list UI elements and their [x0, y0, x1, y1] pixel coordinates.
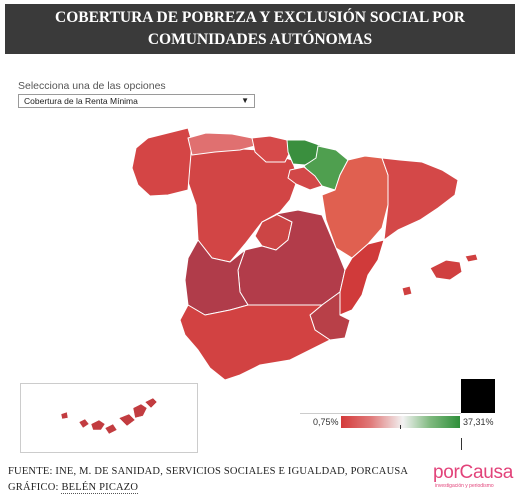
page-header: COBERTURA DE POBREZA Y EXCLUSIÓN SOCIAL …: [5, 4, 515, 54]
selector-label: Selecciona una de las opciones: [18, 80, 166, 92]
logo-tagline: investigación y periodismo: [435, 483, 494, 489]
spain-map: [131, 127, 479, 380]
legend-min-label: 0,75%: [313, 417, 339, 427]
legend-selected-swatch: [461, 379, 495, 413]
region-cataluna[interactable]: [381, 157, 459, 241]
logo-brand: porCausa: [433, 462, 513, 483]
indicator-select[interactable]: Cobertura de la Renta Mínima ▼: [18, 94, 255, 108]
legend-axis-line: [300, 413, 461, 414]
credit-name-link[interactable]: BELÉN PICAZO: [61, 482, 139, 494]
region-comunidad-valenciana[interactable]: [339, 239, 385, 316]
region-baleares-menorca[interactable]: [464, 253, 479, 263]
legend-color-scale: [341, 416, 460, 429]
region-canarias-island[interactable]: [118, 413, 136, 427]
region-canarias-island[interactable]: [104, 423, 118, 435]
region-baleares-ibiza[interactable]: [401, 285, 413, 297]
title-line-1: COBERTURA DE POBREZA Y EXCLUSIÓN SOCIAL …: [55, 9, 465, 26]
legend-scale-tick: [400, 425, 401, 429]
credit-prefix: GRÁFICO:: [8, 482, 62, 493]
canarias-inset: [20, 383, 198, 453]
region-canarias-island[interactable]: [60, 411, 69, 420]
region-canarias-island[interactable]: [78, 418, 90, 429]
legend-max-label: 37,31%: [463, 417, 494, 427]
region-andalucia[interactable]: [179, 304, 331, 380]
region-canarias-island[interactable]: [90, 419, 106, 431]
region-la-rioja[interactable]: [287, 166, 323, 191]
selected-value: Cobertura de la Renta Mínima: [24, 96, 138, 106]
region-canarias-island[interactable]: [132, 403, 148, 419]
region-canarias-island[interactable]: [144, 397, 158, 409]
title-line-2: COMUNIDADES AUTÓNOMAS: [147, 31, 373, 48]
canarias-map: [60, 397, 158, 435]
porcausa-logo[interactable]: porCausa investigación y periodismo: [433, 462, 515, 490]
dropdown-arrow-icon[interactable]: ▼: [241, 96, 249, 105]
source-text: FUENTE: INE, M. DE SANIDAD, SERVICIOS SO…: [8, 466, 409, 477]
region-baleares-mallorca[interactable]: [429, 259, 463, 281]
region-cantabria[interactable]: [251, 135, 292, 163]
legend-marker-tick: [461, 438, 462, 450]
credit-text: GRÁFICO: BELÉN PICAZO: [8, 482, 139, 494]
region-galicia[interactable]: [131, 127, 193, 197]
